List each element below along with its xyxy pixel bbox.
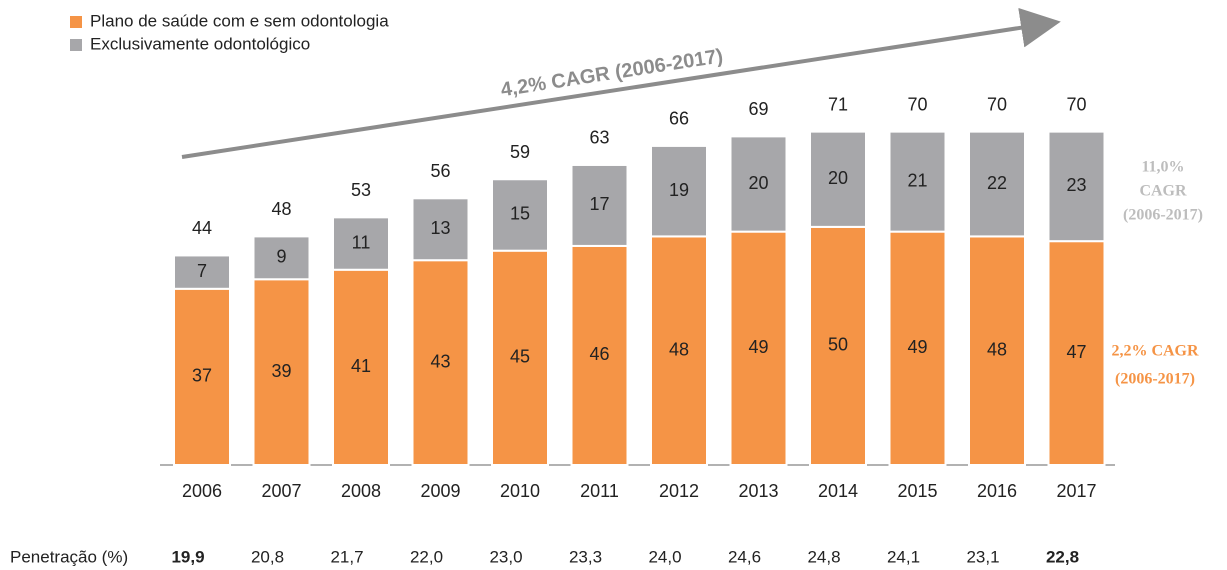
- value-label: 7: [197, 261, 207, 281]
- value-label: 49: [748, 337, 768, 357]
- penetration-value: 24,6: [728, 547, 761, 566]
- bar-segment: [729, 230, 788, 466]
- cagr-annotation: (2006-2017): [1123, 207, 1203, 224]
- x-tick-label: 2007: [261, 481, 301, 501]
- penetration-value: 23,0: [489, 547, 522, 566]
- bar-segment: [252, 278, 311, 467]
- x-tick-label: 2013: [738, 481, 778, 501]
- value-label: 37: [192, 366, 212, 386]
- value-label: 47: [1066, 342, 1086, 362]
- cagr-annotation: 2,2% CAGR: [1111, 343, 1199, 360]
- total-label: 69: [748, 99, 768, 119]
- value-label: 9: [276, 247, 286, 267]
- penetration-value: 23,3: [569, 547, 602, 566]
- x-tick-label: 2006: [182, 481, 222, 501]
- value-label: 17: [589, 194, 609, 214]
- total-label: 56: [430, 161, 450, 181]
- x-tick-label: 2012: [659, 481, 699, 501]
- bar-segment: [491, 249, 549, 466]
- value-label: 21: [907, 170, 927, 190]
- bar-segment: [491, 178, 549, 252]
- bar-segment: [570, 244, 629, 466]
- value-label: 45: [510, 347, 530, 367]
- bar-segment: [1047, 240, 1106, 466]
- x-tick-label: 2008: [341, 481, 381, 501]
- x-tick-label: 2014: [818, 481, 858, 501]
- bar-segment: [729, 135, 788, 233]
- value-label: 41: [351, 356, 371, 376]
- total-label: 53: [351, 180, 371, 200]
- total-label: 63: [589, 128, 609, 148]
- bar-segment: [888, 230, 947, 466]
- x-tick-label: 2017: [1056, 481, 1096, 501]
- x-tick-label: 2009: [420, 481, 460, 501]
- value-label: 48: [987, 339, 1007, 359]
- value-label: 39: [271, 361, 291, 381]
- legend-swatch: [70, 16, 82, 28]
- total-label: 44: [192, 218, 212, 238]
- cagr-annotation: CAGR: [1139, 183, 1187, 200]
- bar-segment: [968, 130, 1026, 238]
- trend-label: 4,2% CAGR (2006-2017): [499, 45, 724, 101]
- value-label: 43: [430, 351, 450, 371]
- bar-segment: [332, 216, 390, 271]
- total-label: 70: [1066, 94, 1086, 114]
- value-label: 23: [1066, 175, 1086, 195]
- x-tick-label: 2010: [500, 481, 540, 501]
- penetration-value: 22,8: [1046, 547, 1079, 566]
- legend-label: Plano de saúde com e sem odontologia: [90, 11, 389, 30]
- value-label: 15: [510, 204, 530, 224]
- x-tick-label: 2016: [977, 481, 1017, 501]
- value-label: 48: [669, 339, 689, 359]
- total-label: 71: [828, 94, 848, 114]
- bar-segment: [888, 130, 947, 233]
- bar-segment: [809, 130, 867, 228]
- penetration-value: 23,1: [966, 547, 999, 566]
- legend-swatch: [70, 39, 82, 51]
- legend-label: Exclusivamente odontológico: [90, 34, 310, 53]
- value-label: 20: [748, 173, 768, 193]
- total-label: 70: [907, 94, 927, 114]
- value-label: 20: [828, 168, 848, 188]
- x-tick-label: 2015: [897, 481, 937, 501]
- penetration-value: 24,0: [648, 547, 681, 566]
- penetration-value: 24,1: [887, 547, 920, 566]
- value-label: 49: [907, 337, 927, 357]
- bar-segment: [332, 268, 390, 466]
- penetration-value: 22,0: [410, 547, 443, 566]
- value-label: 46: [589, 344, 609, 364]
- bar-segment: [650, 144, 708, 238]
- value-label: 11: [352, 232, 371, 252]
- cagr-annotation: (2006-2017): [1115, 371, 1195, 388]
- bar-segment: [411, 259, 470, 466]
- penetration-value: 19,9: [171, 547, 204, 566]
- bar-segment: [173, 287, 231, 466]
- bar-segment: [173, 254, 231, 290]
- bar-segment: [968, 235, 1026, 466]
- total-label: 48: [271, 199, 291, 219]
- penetration-value: 21,7: [330, 547, 363, 566]
- cagr-annotation: 11,0%: [1141, 159, 1184, 176]
- value-label: 13: [430, 218, 450, 238]
- bar-segment: [809, 225, 867, 466]
- bar-segment: [411, 197, 470, 262]
- bar-segment: [1047, 130, 1106, 243]
- value-label: 22: [987, 173, 1007, 193]
- penetration-value: 24,8: [807, 547, 840, 566]
- penetration-value: 20,8: [251, 547, 284, 566]
- total-label: 59: [510, 142, 530, 162]
- value-label: 50: [828, 335, 848, 355]
- trend-arrow: [181, 7, 1061, 159]
- total-label: 70: [987, 94, 1007, 114]
- bar-segment: [570, 163, 629, 247]
- penetration-label: Penetração (%): [10, 547, 128, 566]
- value-label: 19: [669, 180, 689, 200]
- bar-segment: [252, 235, 311, 281]
- bar-segment: [650, 235, 708, 466]
- total-label: 66: [669, 109, 689, 129]
- x-tick-label: 2011: [580, 481, 619, 501]
